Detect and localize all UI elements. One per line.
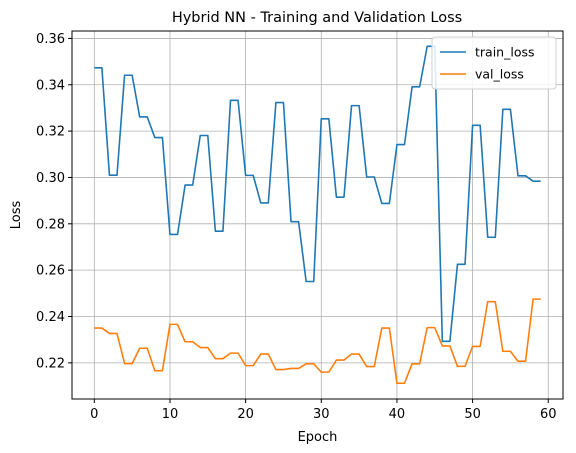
x-tick-label: 20	[237, 407, 254, 422]
legend-label-train-loss: train_loss	[475, 45, 535, 60]
x-tick-label: 60	[540, 407, 557, 422]
y-tick-label: 0.24	[36, 310, 65, 325]
y-tick-label: 0.30	[36, 171, 65, 186]
x-tick-label: 10	[162, 407, 179, 422]
legend-label-val-loss: val_loss	[475, 67, 524, 82]
y-tick-label: 0.34	[36, 78, 65, 93]
x-tick-label: 50	[464, 407, 481, 422]
series-line-val-loss	[94, 298, 541, 385]
axis-ticks: 0 10 20 30 40 50 60 0.22 0.24 0.26 0.28 0.30 0.32 0.3…	[36, 32, 556, 422]
x-tick-label: 0	[90, 407, 98, 422]
y-tick-label: 0.32	[36, 125, 65, 140]
y-axis-label: Loss	[9, 201, 24, 230]
series-layer	[94, 45, 541, 385]
chart-title: Hybrid NN - Training and Validation Loss	[172, 10, 462, 26]
legend-box	[431, 36, 557, 90]
series-line-train-loss	[94, 45, 541, 343]
x-tick-label: 40	[389, 407, 406, 422]
plot-frame	[71, 30, 564, 400]
y-tick-label: 0.36	[36, 32, 65, 47]
y-tick-label: 0.26	[36, 264, 65, 279]
x-tick-label: 30	[313, 407, 330, 422]
y-tick-label: 0.22	[36, 356, 65, 371]
x-axis-label: Epoch	[298, 430, 338, 445]
y-tick-label: 0.28	[36, 217, 65, 232]
legend: train_loss val_loss	[431, 36, 557, 90]
